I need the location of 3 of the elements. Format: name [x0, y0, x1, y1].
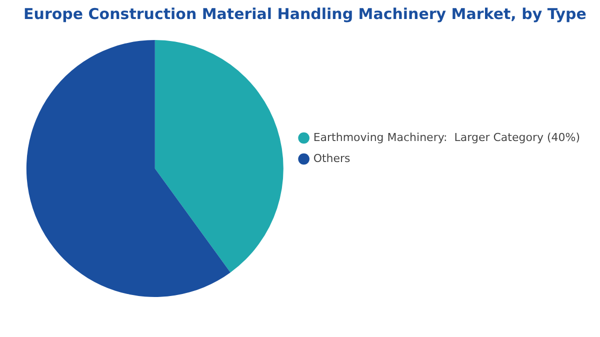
chart-title: Europe Construction Material Handling Machinery Market, by Type	[24, 4, 586, 23]
legend-label: Earthmoving Machinery: Larger Category (40%)	[313, 130, 580, 144]
legend-label: Others	[313, 152, 351, 165]
